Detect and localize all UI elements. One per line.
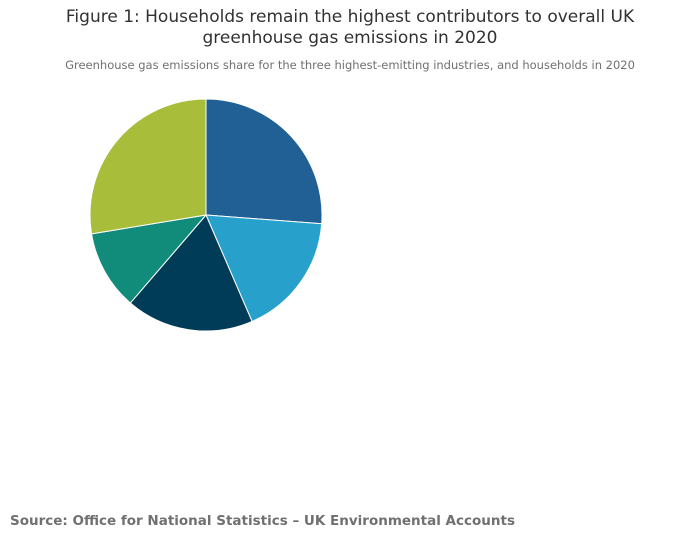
source-note: Source: Office for National Statistics –… xyxy=(10,513,515,529)
chart-title-line-2: greenhouse gas emissions in 2020 xyxy=(202,28,498,48)
pie-slice-1[interactable] xyxy=(205,98,323,225)
pie-slice-4[interactable] xyxy=(91,214,207,304)
pie-slice-5[interactable] xyxy=(89,98,207,235)
pie-slice-2[interactable] xyxy=(205,214,323,322)
pie-slice-3[interactable] xyxy=(129,214,253,332)
chart-subtitle: Greenhouse gas emissions share for the t… xyxy=(65,58,635,72)
chart-title: Figure 1: Households remain the highest … xyxy=(0,7,700,49)
pie-slices xyxy=(89,98,323,332)
chart-title-line-1: Figure 1: Households remain the highest … xyxy=(65,7,635,27)
